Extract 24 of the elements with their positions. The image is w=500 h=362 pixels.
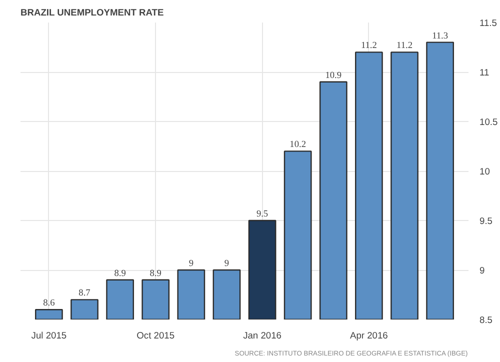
y-tick-label: 8.5 [480,315,492,325]
data-label: 8.7 [78,288,91,299]
data-label: 9 [188,259,194,269]
data-label: 9 [224,259,230,269]
data-label: 10.2 [290,140,306,150]
data-label: 8.6 [43,298,56,309]
data-label: 11.2 [360,41,378,52]
data-label: 11.2 [396,41,413,52]
data-label: 8.9 [114,268,126,279]
x-tick-label: Oct 2015 [136,330,175,340]
data-label: 8.9 [150,268,162,279]
x-tick-label: Jan 2016 [243,330,282,340]
data-label: 9.5 [256,210,268,220]
x-tick-label: Apr 2016 [350,330,388,340]
y-tick-label: 11 [480,68,490,78]
data-label: 10.9 [325,70,342,81]
x-tick-label: Jul 2015 [31,330,67,340]
y-tick-label: 9.5 [480,216,492,226]
y-tick-label: 10.5 [480,117,498,127]
y-tick-label: 10 [480,166,490,176]
data-label: 11.3 [432,31,448,42]
y-tick-label: 9 [480,266,485,276]
chart-title: BRAZIL UNEMPLOYMENT RATE [20,8,164,18]
y-tick-label: 11.5 [480,18,497,28]
